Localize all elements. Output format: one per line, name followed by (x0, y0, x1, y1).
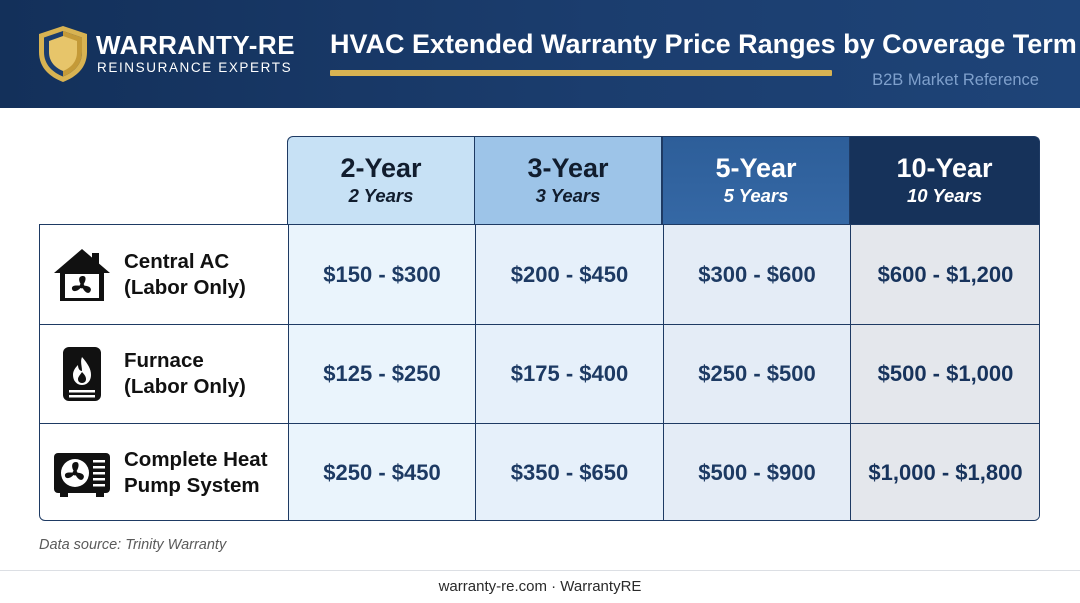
brand-tagline: REINSURANCE EXPERTS (97, 60, 293, 75)
column-years: 5 Years (723, 185, 789, 206)
price-cell: $300 - $600 (663, 225, 850, 324)
column-term: 5-Year (715, 153, 797, 183)
row-label-line2: Pump System (124, 474, 260, 497)
title-underline (330, 70, 832, 76)
shield-icon (39, 26, 87, 82)
row-label-line1: Complete Heat (124, 448, 268, 471)
row-label-line2: (Labor Only) (124, 375, 246, 398)
furnace-flame-icon (63, 347, 101, 401)
column-years: 2 Years (348, 185, 414, 206)
footer-text: warranty-re.com · WarrantyRE (438, 578, 642, 595)
price-table: Central AC (Labor Only) $150 - $300 $200… (39, 224, 1040, 521)
price-cell: $500 - $1,000 (850, 325, 1039, 423)
column-header-2-year: 2-Year 2 Years (287, 136, 475, 224)
price-cell: $125 - $250 (288, 325, 475, 423)
page-title: HVAC Extended Warranty Price Ranges by C… (330, 29, 1077, 59)
brand-name: WARRANTY-RE (96, 30, 296, 60)
price-cell: $350 - $650 (475, 424, 663, 520)
column-years: 3 Years (535, 185, 601, 206)
row-header: Furnace (Labor Only) (40, 325, 288, 423)
price-cell: $500 - $900 (663, 424, 850, 520)
price-cell: $150 - $300 (288, 225, 475, 324)
column-header-10-year: 10-Year 10 Years (849, 136, 1040, 224)
price-cell: $1,000 - $1,800 (850, 424, 1039, 520)
heat-pump-icon (54, 453, 110, 497)
column-years: 10 Years (906, 185, 983, 206)
row-label-line2: (Labor Only) (124, 275, 246, 299)
table-row-furnace: Furnace (Labor Only) $125 - $250 $175 - … (40, 324, 1039, 423)
price-cell: $200 - $450 (475, 225, 663, 324)
column-term: 10-Year (896, 153, 993, 183)
page-subtitle: B2B Market Reference (872, 71, 1039, 89)
column-term: 2-Year (340, 153, 422, 183)
row-header: Complete Heat Pump System (40, 424, 288, 520)
row-header: Central AC (Labor Only) (40, 225, 288, 324)
column-term: 3-Year (527, 153, 609, 183)
house-fan-icon (54, 248, 110, 301)
table-row-heat-pump: Complete Heat Pump System $250 - $450 $3… (40, 423, 1039, 520)
footer-divider (0, 570, 1080, 571)
header-banner: WARRANTY-RE REINSURANCE EXPERTS HVAC Ext… (0, 0, 1080, 108)
row-label-line1: Furnace (124, 349, 204, 372)
row-label: Furnace (Labor Only) (124, 348, 246, 400)
price-cell: $250 - $450 (288, 424, 475, 520)
row-label-line1: Central AC (124, 249, 230, 273)
price-cell: $250 - $500 (663, 325, 850, 423)
table-row-central-ac: Central AC (Labor Only) $150 - $300 $200… (40, 225, 1039, 324)
row-label: Central AC (Labor Only) (124, 249, 246, 301)
row-label: Complete Heat Pump System (124, 447, 268, 499)
data-source-note: Data source: Trinity Warranty (39, 537, 227, 553)
column-header-3-year: 3-Year 3 Years (474, 136, 662, 224)
price-cell: $600 - $1,200 (850, 225, 1039, 324)
price-cell: $175 - $400 (475, 325, 663, 423)
column-header-5-year: 5-Year 5 Years (662, 136, 850, 224)
